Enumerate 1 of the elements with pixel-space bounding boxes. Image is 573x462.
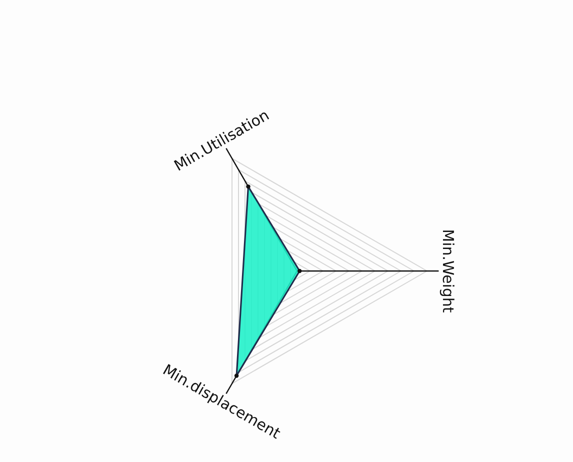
spoke-label: Min.Weight bbox=[438, 229, 457, 313]
